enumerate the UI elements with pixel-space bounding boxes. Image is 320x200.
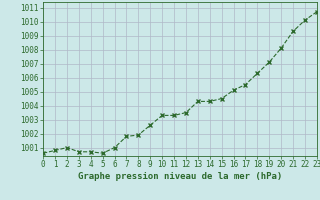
X-axis label: Graphe pression niveau de la mer (hPa): Graphe pression niveau de la mer (hPa) [78, 172, 282, 181]
